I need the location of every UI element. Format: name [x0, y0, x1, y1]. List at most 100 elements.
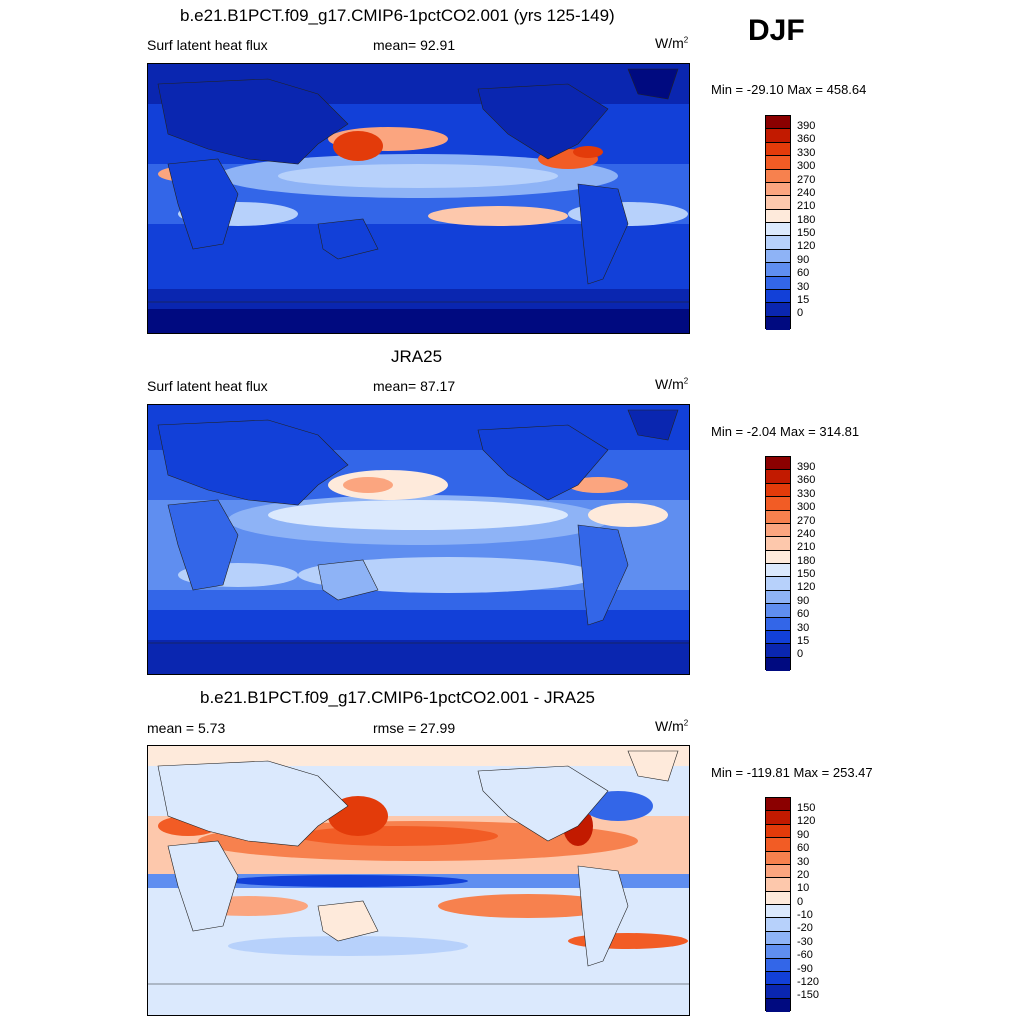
colorbar-tick-label: 90 — [797, 594, 810, 607]
colorbar-tick-label: 240 — [797, 527, 816, 540]
colorbar-tick-label: 120 — [797, 815, 816, 828]
colorbar-segment — [766, 590, 790, 605]
colorbar-tick-label: -30 — [797, 935, 813, 948]
colorbar-tick-label: 20 — [797, 868, 810, 881]
colorbar-tick-label: 150 — [797, 802, 816, 814]
colorbar-tick-label: 390 — [797, 120, 816, 132]
colorbar-segment — [766, 236, 790, 250]
colorbar-segment — [766, 931, 790, 946]
panel-3-title: b.e21.B1PCT.f09_g17.CMIP6-1pctCO2.001 - … — [200, 688, 595, 707]
colorbar-segment — [766, 303, 790, 317]
colorbar-tick-label: 0 — [797, 648, 804, 661]
colorbar-tick-label: 300 — [797, 501, 816, 514]
colorbar-segment — [766, 129, 790, 143]
colorbar-segment — [766, 798, 790, 812]
colorbar-tick-label: 360 — [797, 133, 816, 146]
panel-1-map — [147, 63, 690, 334]
colorbar-segment — [766, 617, 790, 631]
panel-3-mean-label: mean = 5.73 — [147, 720, 226, 736]
colorbar-segment — [766, 169, 790, 183]
colorbar-tick-label: 390 — [797, 461, 816, 473]
colorbar-segment — [766, 497, 790, 511]
colorbar-tick-label: 120 — [797, 581, 816, 594]
panel-3-colorbar — [765, 797, 791, 1012]
colorbar-tick-label: 90 — [797, 253, 810, 266]
colorbar-tick-label: 15 — [797, 293, 810, 306]
colorbar-segment — [766, 196, 790, 210]
colorbar-segment — [766, 209, 790, 223]
colorbar-segment — [766, 657, 790, 671]
colorbar-segment — [766, 483, 790, 498]
panel-3-units: W/m2 — [655, 718, 689, 734]
colorbar-segment — [766, 276, 790, 290]
colorbar-tick-label: 330 — [797, 487, 816, 500]
colorbar-tick-label: -150 — [797, 989, 820, 1002]
colorbar-segment — [766, 905, 790, 919]
colorbar-tick-label: 150 — [797, 568, 816, 580]
colorbar-segment — [766, 249, 790, 264]
colorbar-segment — [766, 537, 790, 551]
season-label: DJF — [748, 14, 805, 47]
colorbar-tick-label: 210 — [797, 541, 816, 554]
colorbar-segment — [766, 142, 790, 157]
panel-2-colorbar — [765, 456, 791, 671]
colorbar-tick-label: 90 — [797, 828, 810, 841]
colorbar-tick-label: 330 — [797, 146, 816, 159]
colorbar-segment — [766, 811, 790, 825]
colorbar-segment — [766, 116, 790, 130]
colorbar-tick-label: -60 — [797, 949, 813, 962]
colorbar-segment — [766, 316, 790, 330]
colorbar-segment — [766, 577, 790, 591]
colorbar-tick-label: 15 — [797, 634, 810, 647]
colorbar-segment — [766, 838, 790, 852]
panel-3-map — [147, 745, 690, 1016]
colorbar-segment — [766, 263, 790, 277]
colorbar-tick-label: -120 — [797, 975, 820, 988]
colorbar-tick-label: 60 — [797, 842, 810, 855]
colorbar-tick-label: 150 — [797, 227, 816, 239]
colorbar-segment — [766, 918, 790, 932]
panel-1-map-svg — [148, 64, 689, 333]
colorbar-segment — [766, 824, 790, 839]
colorbar-tick-label: 210 — [797, 200, 816, 213]
panel-1-variable-label: Surf latent heat flux — [147, 37, 268, 53]
colorbar-segment — [766, 891, 790, 905]
panel-1-colorbar — [765, 115, 791, 330]
panel-2-variable-label: Surf latent heat flux — [147, 378, 268, 394]
panel-2-units: W/m2 — [655, 376, 689, 392]
panel-3-map-svg — [148, 746, 689, 1015]
colorbar-segment — [766, 223, 790, 237]
colorbar-segment — [766, 550, 790, 564]
colorbar-segment — [766, 289, 790, 304]
colorbar-tick-label: 120 — [797, 240, 816, 253]
colorbar-segment — [766, 864, 790, 879]
colorbar-segment — [766, 523, 790, 538]
colorbar-tick-label: 180 — [797, 554, 816, 567]
colorbar-tick-label: 0 — [797, 895, 804, 908]
colorbar-segment — [766, 470, 790, 484]
colorbar-segment — [766, 156, 790, 170]
colorbar-segment — [766, 564, 790, 578]
colorbar-tick-label: 0 — [797, 307, 804, 320]
colorbar-segment — [766, 945, 790, 959]
colorbar-tick-label: 240 — [797, 186, 816, 199]
colorbar-tick-label: -90 — [797, 962, 813, 975]
colorbar-tick-label: 180 — [797, 213, 816, 226]
colorbar-segment — [766, 182, 790, 197]
panel-2-minmax: Min = -2.04 Max = 314.81 — [711, 424, 860, 439]
panel-1-title: b.e21.B1PCT.f09_g17.CMIP6-1pctCO2.001 (y… — [180, 6, 615, 25]
colorbar-tick-label: 300 — [797, 160, 816, 173]
panel-1-units: W/m2 — [655, 35, 689, 51]
colorbar-tick-label: -10 — [797, 909, 813, 921]
colorbar-segment — [766, 998, 790, 1012]
panel-2-map-svg — [148, 405, 689, 674]
colorbar-tick-label: 360 — [797, 474, 816, 487]
colorbar-tick-label: 30 — [797, 621, 810, 634]
colorbar-tick-label: -20 — [797, 922, 813, 935]
panel-2-mean-label: mean= 87.17 — [373, 378, 456, 394]
colorbar-segment — [766, 630, 790, 645]
colorbar-segment — [766, 457, 790, 471]
colorbar-segment — [766, 851, 790, 865]
colorbar-tick-label: 10 — [797, 882, 810, 895]
panel-1-mean-label: mean= 92.91 — [373, 37, 456, 53]
